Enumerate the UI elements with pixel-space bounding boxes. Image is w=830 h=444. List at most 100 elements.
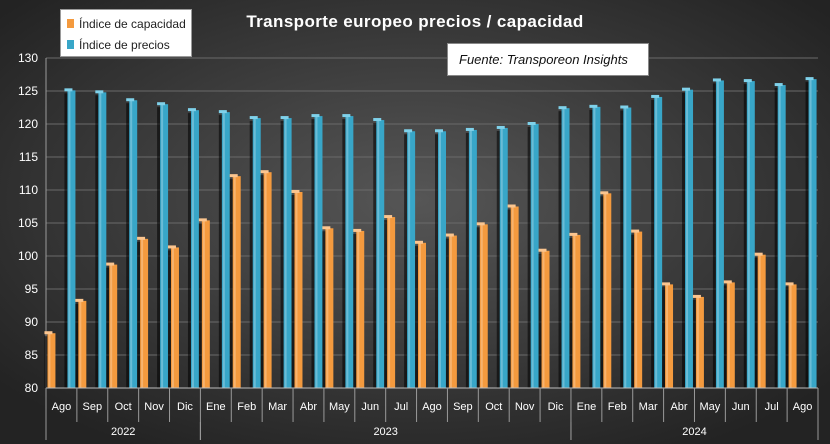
bar-cap-capacity-13	[445, 233, 454, 237]
bar-highlight-prices-1	[99, 92, 102, 388]
bar-prices-17	[592, 106, 601, 388]
bar-cap-capacity-14	[476, 222, 485, 226]
bar-capacity-23	[757, 254, 766, 388]
bar-cap-prices-10	[373, 118, 382, 122]
y-axis: 80 85 90 95 100 105 110 115 120 125 130	[18, 51, 47, 395]
legend-swatch-capacity	[67, 19, 74, 28]
bar-highlight-capacity-1	[79, 300, 82, 388]
bar-prices-6	[252, 118, 261, 388]
bar-cap-prices-2	[126, 98, 135, 102]
bar-prices-23	[777, 85, 786, 388]
chart-title: Transporte europeo precios / capacidad	[0, 12, 830, 32]
bar-cap-prices-22	[743, 79, 752, 83]
x-tick-label-10: Jun	[361, 401, 379, 413]
bar-cap-prices-7	[280, 116, 289, 120]
bar-highlight-capacity-22	[727, 282, 730, 388]
x-tick-label-17: Ene	[577, 401, 597, 413]
bar-cap-capacity-10	[353, 228, 362, 232]
x-tick-label-20: Abr	[670, 401, 687, 413]
bar-highlight-prices-0	[68, 90, 71, 388]
bar-capacity-13	[448, 235, 457, 388]
bar-cap-prices-12	[435, 129, 443, 133]
x-tick-label-3: Nov	[144, 401, 164, 413]
x-tick-label-23: Jul	[765, 401, 779, 413]
bar-cap-prices-5	[218, 110, 227, 114]
x-axis: Ago Sep Oct Nov Dic Ene Feb Mar Abr May Jun Jul Ago S…	[45, 387, 819, 440]
bar-highlight-prices-8	[315, 116, 318, 388]
y-tick-label-120: 120	[18, 117, 38, 131]
y-tick-label-130: 130	[18, 51, 38, 65]
bar-cap-capacity-11	[384, 215, 393, 219]
bar-prices-24	[808, 79, 817, 389]
bar-highlight-capacity-10	[357, 230, 360, 388]
bar-cap-prices-6	[249, 116, 258, 120]
legend-item-prices: Índice de precios	[67, 34, 191, 55]
bar-capacity-17	[572, 234, 581, 388]
bar-highlight-capacity-5	[202, 220, 205, 388]
bar-highlight-capacity-18	[604, 193, 607, 388]
source-text: Fuente: Transporeon Insights	[459, 52, 628, 67]
bar-prices-20	[685, 89, 694, 389]
x-tick-label-19: Mar	[639, 401, 658, 413]
bar-prices-21	[715, 80, 724, 388]
bar-highlight-prices-11	[408, 131, 411, 388]
bar-cap-prices-0	[64, 88, 73, 92]
bar-cap-prices-11	[404, 129, 413, 133]
bar-capacity-4	[170, 247, 179, 388]
bar-capacity-11	[387, 217, 396, 388]
bar-highlight-prices-10	[377, 120, 380, 388]
bar-highlight-prices-2	[130, 100, 133, 389]
bar-highlight-capacity-7	[264, 172, 267, 388]
bar-capacity-0	[47, 333, 56, 388]
bar-capacity-22	[726, 282, 735, 388]
bar-highlight-capacity-16	[542, 250, 545, 388]
bar-cap-capacity-19	[631, 229, 640, 233]
bar-cap-prices-23	[774, 83, 783, 87]
bar-cap-capacity-21	[692, 294, 701, 298]
bar-capacity-16	[541, 250, 550, 388]
y-tick-label-100: 100	[18, 249, 38, 263]
bar-highlight-prices-5	[222, 112, 225, 389]
x-tick-label-8: Abr	[300, 401, 317, 413]
bar-capacity-14	[479, 224, 488, 388]
bars	[44, 77, 817, 389]
bar-prices-4	[190, 110, 199, 388]
bar-capacity-2	[109, 264, 118, 388]
bar-highlight-capacity-20	[666, 284, 669, 388]
bar-prices-12	[438, 131, 446, 388]
bar-prices-14	[499, 127, 508, 389]
bar-capacity-12	[418, 242, 426, 388]
bar-cap-capacity-7	[260, 170, 269, 174]
bar-cap-capacity-23	[754, 252, 763, 256]
x-tick-label-21: May	[700, 401, 721, 413]
bar-cap-prices-14	[496, 125, 505, 129]
bar-cap-capacity-18	[600, 191, 609, 195]
bar-prices-18	[623, 107, 632, 388]
bar-highlight-capacity-19	[635, 231, 638, 388]
bar-highlight-capacity-12	[419, 242, 421, 388]
bar-highlight-capacity-17	[573, 234, 576, 388]
y-tick-label-90: 90	[25, 315, 39, 329]
bar-cap-prices-1	[95, 90, 104, 94]
x-tick-label-12: Ago	[422, 401, 442, 413]
bar-capacity-15	[510, 206, 519, 388]
bar-prices-10	[376, 120, 385, 388]
bar-highlight-prices-4	[191, 110, 194, 388]
bar-cap-prices-21	[712, 78, 721, 82]
bar-highlight-capacity-4	[171, 247, 174, 388]
legend-swatch-prices	[67, 40, 74, 49]
bar-cap-prices-24	[805, 77, 814, 81]
bar-highlight-capacity-9	[326, 228, 329, 388]
bar-cap-capacity-24	[785, 282, 794, 286]
bar-highlight-capacity-6	[233, 176, 236, 388]
bar-cap-prices-9	[342, 114, 351, 118]
bar-capacity-9	[325, 228, 334, 388]
bar-cap-prices-3	[157, 102, 166, 106]
bar-highlight-capacity-23	[758, 254, 761, 388]
x-tick-label-1: Sep	[83, 401, 103, 413]
legend-item-capacity: Índice de capacidad	[67, 13, 191, 34]
bar-highlight-prices-23	[778, 85, 781, 388]
bar-cap-capacity-3	[137, 236, 146, 240]
x-tick-label-24: Ago	[793, 401, 813, 413]
